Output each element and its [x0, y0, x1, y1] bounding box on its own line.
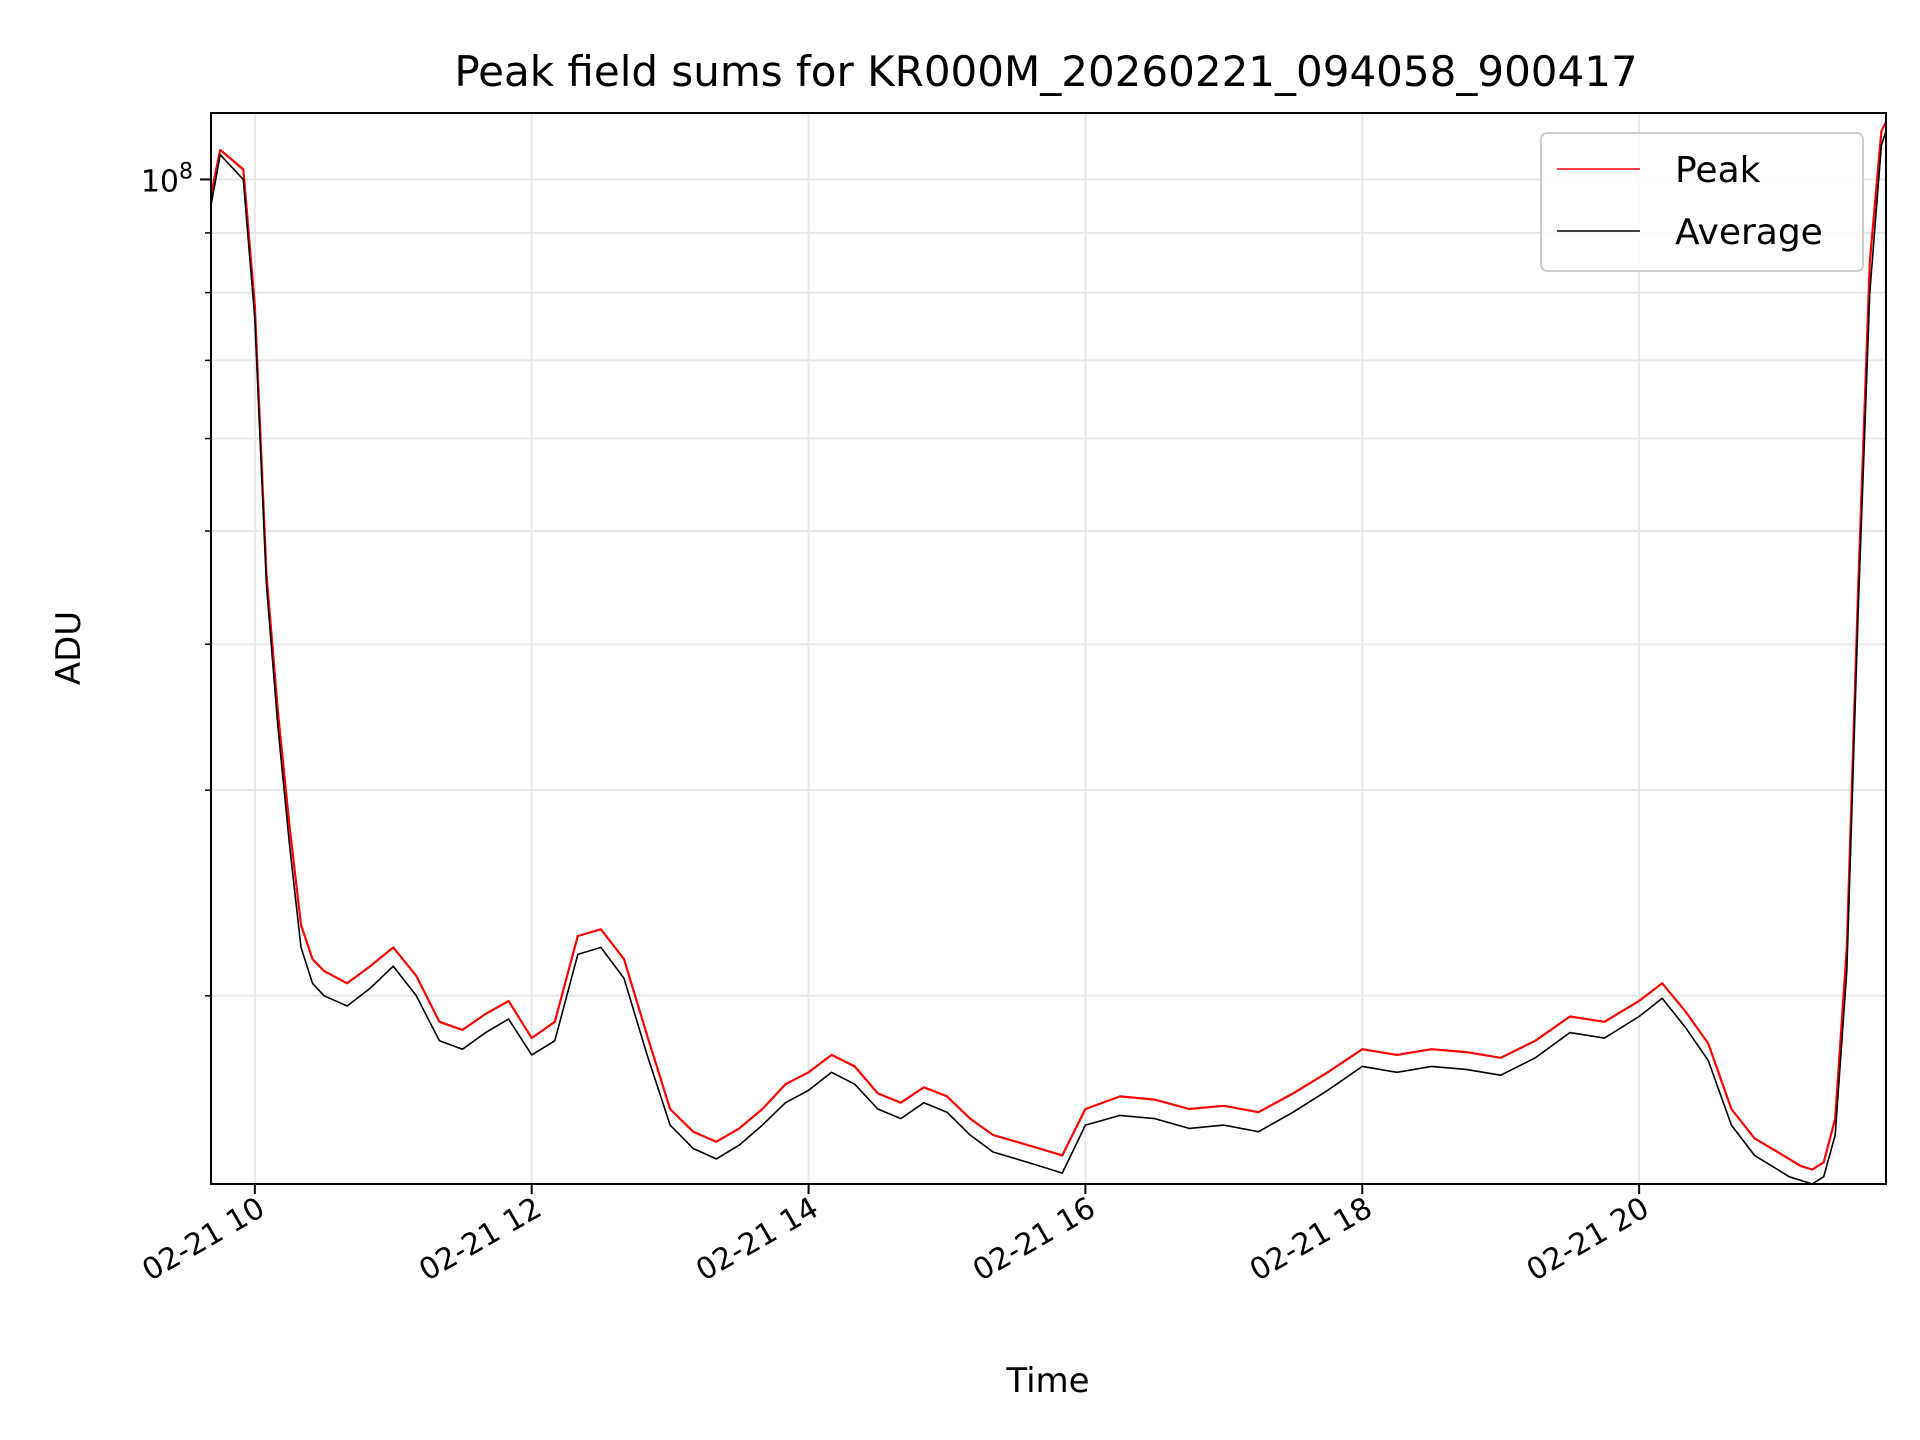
- y-tick-label: 108: [141, 159, 193, 199]
- legend-label-peak: Peak: [1675, 150, 1761, 191]
- grid: [211, 113, 1886, 1184]
- y-tick-label-base: 10: [141, 164, 179, 199]
- legend-box: [1540, 132, 1864, 272]
- x-axis-label: Time: [1005, 1361, 1089, 1401]
- series-line-average: [211, 130, 1886, 1184]
- y-tick-label-exponent: 8: [179, 159, 193, 184]
- series-layer: [211, 121, 1886, 1184]
- plot-frame: [210, 112, 1887, 1185]
- chart-title: Peak field sums for KR000M_20260221_0940…: [454, 47, 1637, 96]
- legend-label-average: Average: [1675, 212, 1823, 253]
- series-line-peak: [211, 121, 1886, 1171]
- legend: Peak Average: [1540, 132, 1864, 272]
- y-axis: 108: [141, 159, 211, 997]
- y-axis-label: ADU: [49, 611, 89, 685]
